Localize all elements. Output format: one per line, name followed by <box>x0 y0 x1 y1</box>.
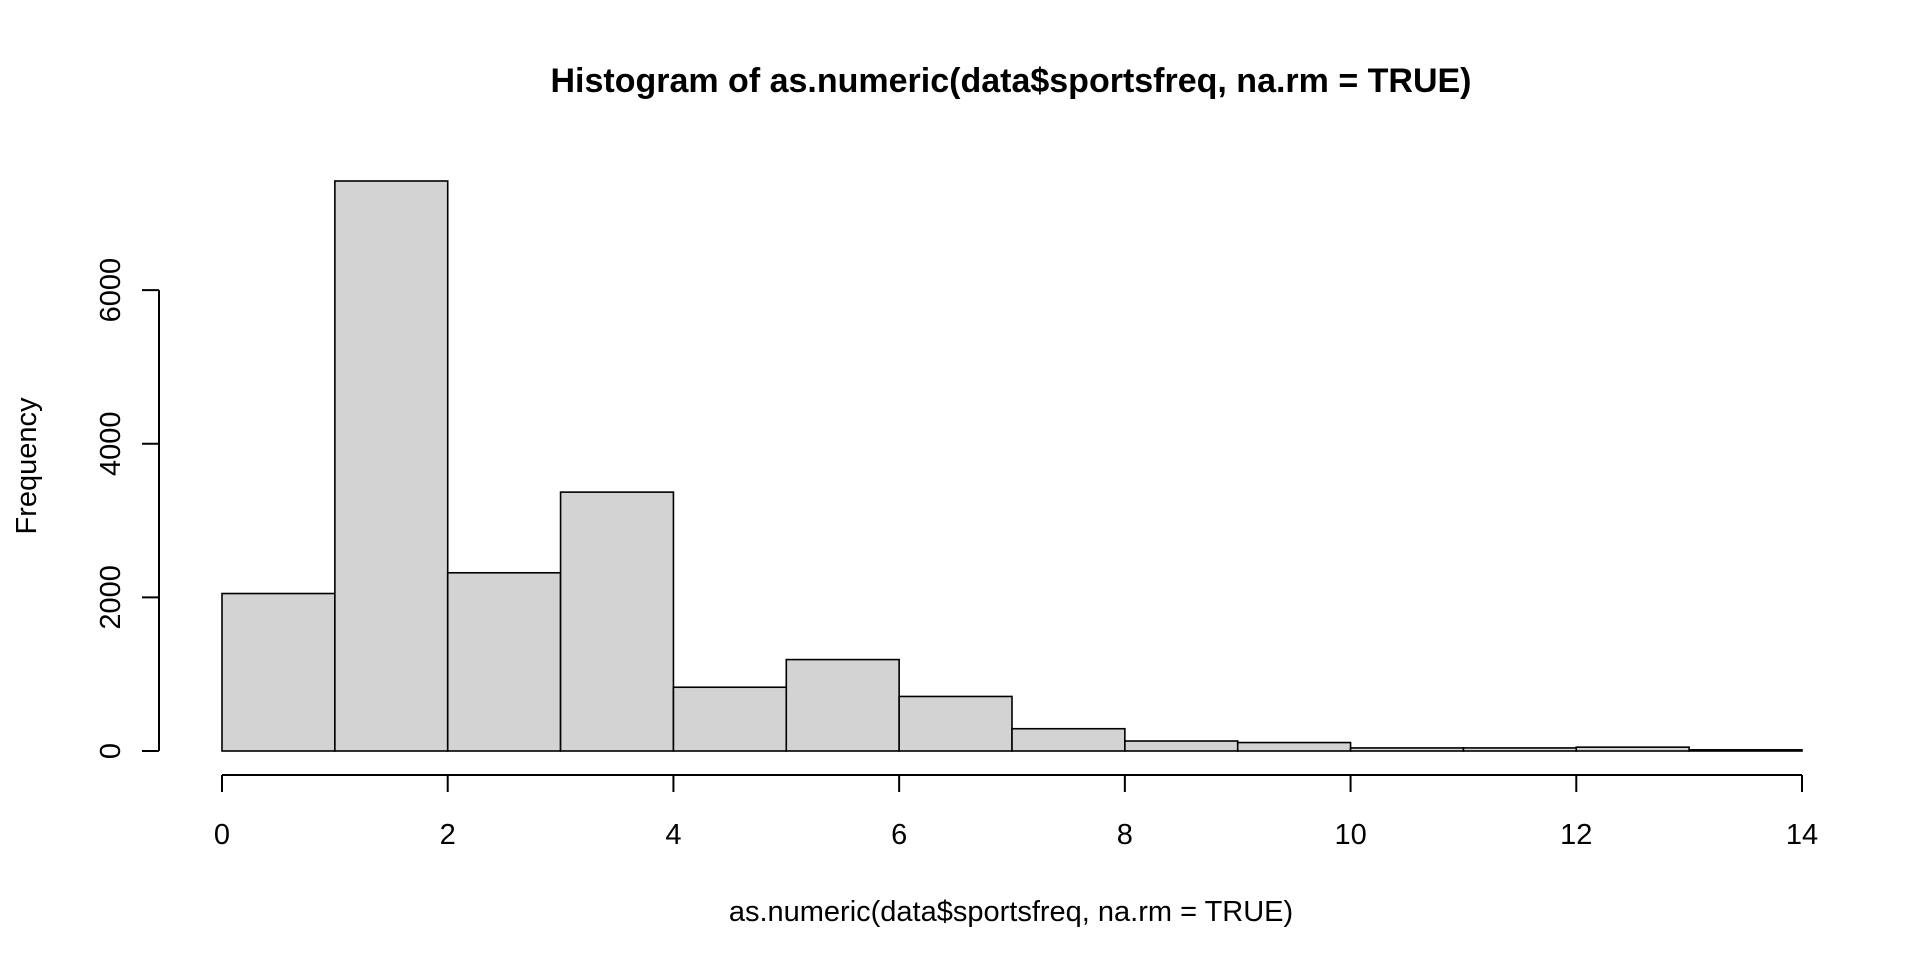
x-tick-label: 12 <box>1560 819 1592 851</box>
histogram-bar <box>1462 747 1578 752</box>
y-axis-label: Frequency <box>11 397 43 535</box>
x-tick-label: 14 <box>1786 819 1818 851</box>
histogram-bar <box>559 491 675 752</box>
histogram-bar <box>1575 746 1690 752</box>
histogram-bar <box>446 571 562 752</box>
x-tick-label: 8 <box>1117 819 1133 851</box>
x-axis: 0 2 4 6 8 10 12 14 <box>214 774 1818 851</box>
x-tick-label: 4 <box>665 819 681 851</box>
histogram-bar <box>672 686 788 752</box>
y-tick-label: 0 <box>95 743 127 759</box>
histogram-bars <box>221 180 1803 752</box>
histogram-bar <box>1236 741 1352 752</box>
histogram-bar <box>1011 727 1126 752</box>
x-tick-label: 0 <box>214 819 230 851</box>
chart-title: Histogram of as.numeric(data$sportsfreq,… <box>550 62 1471 100</box>
y-tick-label: 2000 <box>95 565 127 630</box>
x-tick-label: 10 <box>1334 819 1366 851</box>
histogram-bar <box>334 180 449 752</box>
x-axis-label: as.numeric(data$sportsfreq, na.rm = TRUE… <box>729 896 1293 928</box>
x-tick-label: 2 <box>440 819 456 851</box>
y-tick-label: 6000 <box>95 258 127 323</box>
histogram-bar <box>221 592 336 752</box>
histogram-bar <box>1688 749 1803 752</box>
x-tick-label: 6 <box>891 819 907 851</box>
y-tick-label: 4000 <box>95 411 127 476</box>
histogram-bar <box>898 695 1013 752</box>
histogram-bar <box>1124 740 1239 752</box>
histogram-bar <box>1349 747 1465 752</box>
histogram-bar <box>785 658 900 752</box>
y-axis: 0 2000 4000 6000 <box>95 258 160 759</box>
